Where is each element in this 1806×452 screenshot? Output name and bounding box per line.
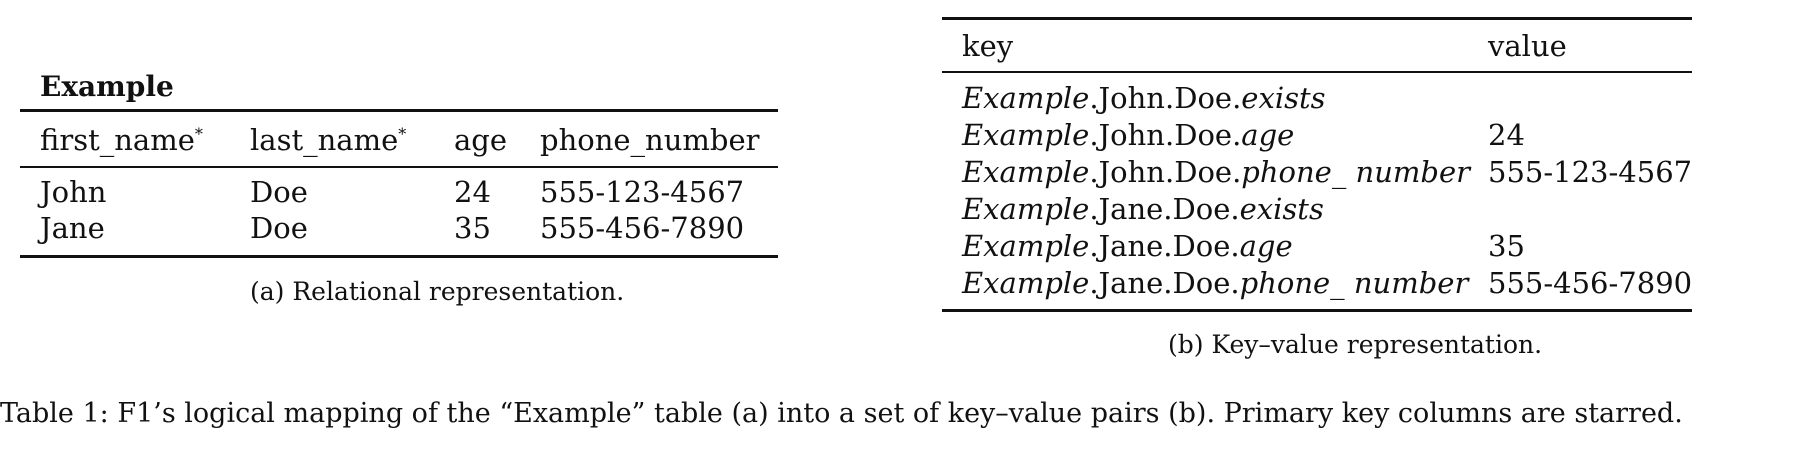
table-row: John — [40, 175, 107, 209]
table-row: Jane — [40, 211, 105, 245]
kv-path: .Jane.Doe. — [1089, 229, 1240, 263]
table-row: 555-456-7890 — [540, 211, 745, 245]
kv-path: .Jane.Doe. — [1089, 266, 1240, 300]
table-row: Doe — [250, 211, 308, 245]
kv-field: exists — [1239, 192, 1324, 226]
list-item: Example.John.Doe.phone_ number — [962, 154, 1470, 190]
kv-field: age — [1241, 118, 1295, 152]
main-caption: Table 1: F1’s logical mapping of the “Ex… — [0, 398, 1683, 429]
header-text: first_name — [40, 123, 195, 157]
table-a-header-phone-number: phone_number — [540, 123, 760, 157]
list-item: Example.John.Doe.exists — [962, 80, 1326, 116]
kv-table-name: Example — [962, 81, 1090, 115]
table-a-header-first-name: first_name* — [40, 122, 203, 158]
table-a-caption: (a) Relational representation. — [250, 277, 625, 306]
table-b-top-rule — [942, 17, 1692, 20]
kv-value: 555-456-7890 — [1488, 266, 1693, 300]
list-item: Example.Jane.Doe.exists — [962, 191, 1324, 227]
header-text: last_name — [250, 123, 399, 157]
kv-path: .John.Doe. — [1089, 81, 1242, 115]
table-a-mid-rule — [20, 166, 778, 168]
table-a-title: Example — [40, 70, 174, 103]
kv-value: 35 — [1488, 229, 1525, 263]
table-row: 24 — [454, 175, 491, 209]
kv-table-name: Example — [962, 266, 1090, 300]
kv-path: .John.Doe. — [1089, 118, 1242, 152]
table-a-top-rule — [20, 109, 778, 112]
table-b-caption: (b) Key–value representation. — [1168, 330, 1543, 359]
list-item: Example.Jane.Doe.age — [962, 228, 1293, 264]
kv-table-name: Example — [962, 229, 1090, 263]
kv-path: .Jane.Doe. — [1089, 192, 1240, 226]
table-b-mid-rule — [942, 71, 1692, 73]
kv-field: exists — [1241, 81, 1326, 115]
table-row: 35 — [454, 211, 491, 245]
kv-table-name: Example — [962, 155, 1090, 189]
table-a-header-last-name: last_name* — [250, 122, 406, 158]
pk-star: * — [398, 124, 407, 144]
list-item: Example.John.Doe.age — [962, 117, 1294, 153]
pk-star: * — [194, 124, 203, 144]
kv-value: 555-123-4567 — [1488, 155, 1693, 189]
table-b-bottom-rule — [942, 309, 1692, 312]
kv-field: phone_ number — [1241, 155, 1470, 189]
kv-table-name: Example — [962, 118, 1090, 152]
table-row: Doe — [250, 175, 308, 209]
kv-field: phone_ number — [1239, 266, 1469, 300]
table-b-header-value: value — [1488, 29, 1567, 63]
table-a-bottom-rule — [20, 255, 778, 258]
list-item: Example.Jane.Doe.phone_ number — [962, 265, 1468, 301]
table-a-header-age: age — [454, 123, 508, 157]
kv-field: age — [1239, 229, 1293, 263]
table-row: 555-123-4567 — [540, 175, 745, 209]
kv-path: .John.Doe. — [1089, 155, 1242, 189]
table-b-header-key: key — [962, 29, 1014, 63]
kv-value: 24 — [1488, 118, 1525, 152]
kv-table-name: Example — [962, 192, 1090, 226]
